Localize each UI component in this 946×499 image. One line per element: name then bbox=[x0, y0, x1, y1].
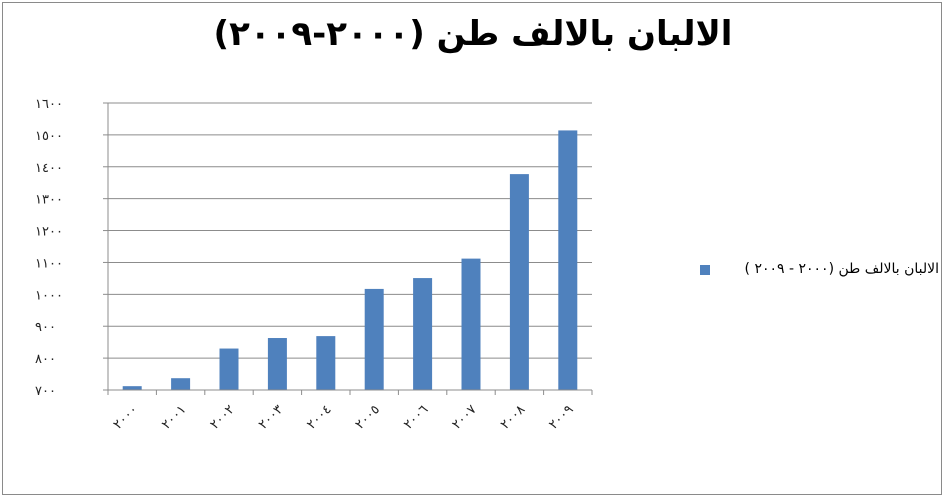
bar bbox=[122, 386, 142, 390]
axes bbox=[103, 102, 593, 395]
x-tick-label: ٢٠٠٩ bbox=[546, 402, 576, 432]
y-tick-label: ٩٠٠ bbox=[35, 320, 56, 335]
x-tick-label: ٢٠٠٥ bbox=[353, 402, 383, 432]
x-tick-label: ٢٠٠٧ bbox=[449, 402, 479, 432]
x-tick-label: ٢٠٠٨ bbox=[498, 402, 528, 432]
bar bbox=[171, 378, 191, 390]
bars bbox=[122, 130, 578, 390]
y-tick-label: ٧٠٠ bbox=[35, 384, 56, 399]
bar bbox=[558, 130, 578, 390]
bar bbox=[413, 278, 433, 390]
bar bbox=[316, 336, 336, 390]
y-tick-label: ١٠٠٠ bbox=[35, 288, 63, 303]
bar bbox=[509, 174, 529, 390]
x-tick-labels: ٢٠٠٠ ٢٠٠١ ٢٠٠٢ ٢٠٠٣ ٢٠٠٤ ٢٠٠٥ ٢٠٠٦ ٢٠٠٧ ٢٠٠٨ ٢٠٠٩ bbox=[111, 402, 577, 432]
y-tick-label: ١١٠٠ bbox=[35, 256, 63, 271]
y-tick-label: ١٤٠٠ bbox=[35, 161, 63, 176]
x-tick-label: ٢٠٠٤ bbox=[304, 402, 334, 432]
bar bbox=[364, 288, 384, 390]
x-tick-label: ٢٠٠٣ bbox=[256, 402, 286, 432]
legend-label: الالبان بالالف طن (٢٠٠٠ - ٢٠٠٩ ) bbox=[744, 261, 939, 277]
x-tick-label: ٢٠٠٦ bbox=[401, 402, 431, 432]
y-tick-label: ١٢٠٠ bbox=[35, 225, 63, 240]
bar bbox=[219, 348, 239, 390]
y-tick-label: ٨٠٠ bbox=[35, 352, 56, 367]
legend-swatch bbox=[700, 265, 710, 275]
x-tick-label: ٢٠٠٢ bbox=[207, 402, 237, 432]
x-tick-label: ٢٠٠١ bbox=[159, 402, 189, 432]
y-tick-label: ١٥٠٠ bbox=[35, 129, 63, 144]
bar bbox=[267, 338, 287, 390]
y-tick-label: ١٣٠٠ bbox=[35, 193, 63, 208]
y-tick-label: ١٦٠٠ bbox=[35, 97, 63, 112]
y-tick-labels: ٧٠٠ ٨٠٠ ٩٠٠ ١٠٠٠ ١١٠٠ ١٢٠٠ ١٣٠٠ ١٤٠٠ ١٥٠٠ ١٦٠٠ bbox=[35, 97, 63, 399]
bar bbox=[461, 258, 481, 390]
x-tick-label: ٢٠٠٠ bbox=[111, 402, 141, 432]
chart-title: الالبان بالالف طن (٢٠٠٠-٢٠٠٩) bbox=[213, 14, 733, 54]
